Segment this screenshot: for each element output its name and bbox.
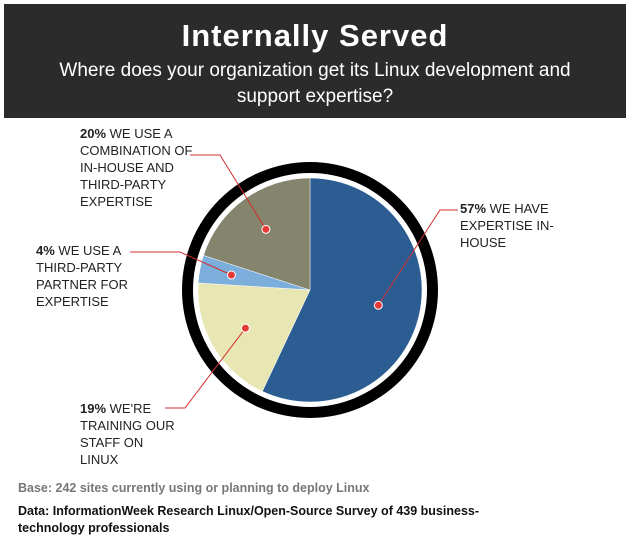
value-label: 19% [80,401,107,416]
category-label: WE HAVE EXPERTISE IN-HOUSE [460,201,554,250]
leader-dot [261,224,271,234]
value-label: 20% [80,126,107,141]
leader-dot [226,270,236,280]
category-label: WE'RE TRAINING OUR STAFF ON LINUX [80,401,175,467]
slice-label: 20% WE USE A COMBINATION OF IN-HOUSE AND… [80,125,200,210]
value-label: 57% [460,201,487,216]
category-label: WE USE A COMBINATION OF IN-HOUSE AND THI… [80,126,193,209]
category-label: WE USE A THIRD-PARTY PARTNER FOR EXPERTI… [36,243,128,309]
slice-label: 57% WE HAVE EXPERTISE IN-HOUSE [460,200,570,251]
leader-line [165,327,246,409]
chart-title: Internally Served [181,18,449,53]
leader-dot [240,323,250,333]
source-note: Data: InformationWeek Research Linux/Ope… [18,504,480,535]
slice-label: 19% WE'RE TRAINING OUR STAFF ON LINUX [80,400,175,468]
base-note: Base: 242 sites currently using or plann… [18,481,370,495]
leader-line [190,154,267,230]
pie-slice [203,177,311,291]
value-label: 4% [36,243,55,258]
chart-subtitle: Where does your organization get its Lin… [59,60,571,107]
pie-slice [197,282,311,392]
pie-slice [261,177,423,403]
leader-dot [373,300,383,310]
header: Internally Served Where does your organi… [4,4,626,118]
slice-label: 4% WE USE A THIRD-PARTY PARTNER FOR EXPE… [36,242,146,310]
leader-line [377,209,458,306]
leader-line [130,251,232,276]
